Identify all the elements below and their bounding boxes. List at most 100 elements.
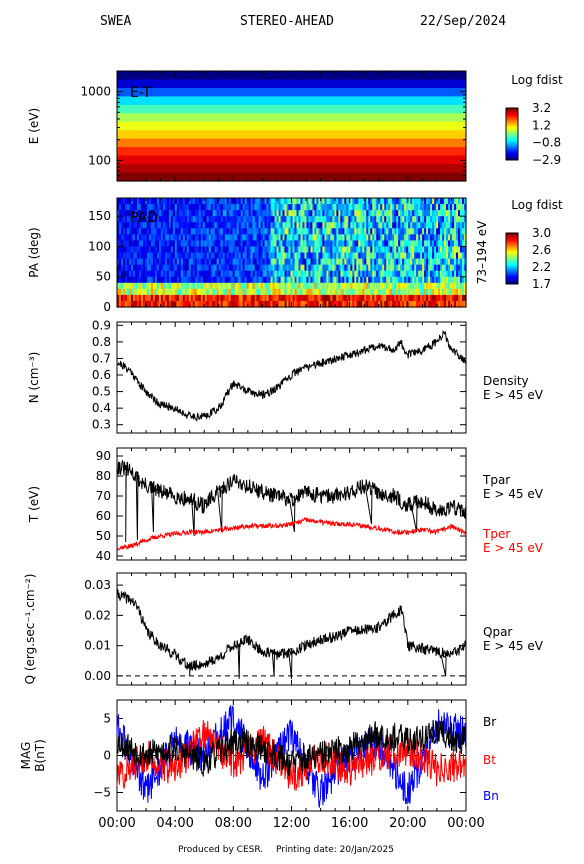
pad-cell	[346, 222, 349, 229]
pad-cell	[378, 294, 381, 302]
pad-cell	[166, 282, 170, 290]
pad-cell	[414, 246, 417, 254]
pad-cell	[336, 246, 339, 254]
pad-cell	[230, 282, 234, 290]
pad-cell	[124, 264, 128, 272]
pad-cell	[458, 246, 461, 254]
pad-cell	[322, 228, 326, 235]
pad-cell	[162, 246, 166, 254]
pad-cell	[394, 210, 397, 217]
pad-cell	[306, 264, 310, 272]
pad-cell	[154, 216, 158, 223]
pad-cell	[312, 252, 316, 260]
pad-cell	[342, 210, 345, 217]
pad-cell	[286, 204, 290, 211]
pad-cell	[124, 204, 128, 211]
pad-cell	[296, 258, 300, 266]
pad-cell	[160, 198, 164, 205]
pad-cell	[288, 204, 292, 211]
pad-cell	[420, 210, 423, 217]
pad-cell	[380, 288, 383, 296]
pad-cell	[206, 252, 210, 260]
pad-cell	[210, 198, 214, 205]
pad-cell	[208, 204, 212, 211]
pad-cell	[346, 240, 349, 248]
pad-cell	[220, 216, 224, 223]
mag-ylabel-1: MAG	[19, 742, 33, 770]
pad-cell	[208, 228, 212, 235]
pad-cell	[426, 228, 429, 235]
pad-cell	[338, 222, 341, 229]
pad-cell	[126, 234, 130, 241]
pad-cell	[308, 264, 312, 272]
pad-cell	[242, 264, 246, 272]
pad-cell	[398, 300, 401, 308]
energy-colorbar-step	[506, 118, 518, 121]
pad-cell	[438, 264, 441, 272]
pad-cell	[214, 294, 218, 302]
pad-cell	[228, 240, 232, 248]
pad-cell	[196, 204, 200, 211]
pad-cell	[316, 282, 320, 290]
pad-cell	[178, 300, 182, 308]
pad-cell	[340, 282, 343, 290]
pad-cell	[432, 252, 435, 260]
pad-cell	[388, 210, 391, 217]
pad-cell	[178, 246, 182, 254]
pad-cell	[372, 264, 375, 272]
pad-cell	[448, 288, 451, 296]
energy-colorbar-step	[506, 140, 518, 143]
pad-cell	[358, 234, 361, 241]
pad-cell	[260, 252, 264, 260]
pad-cell	[248, 252, 252, 260]
pad-cell	[206, 264, 210, 272]
pad-cell	[198, 240, 202, 248]
pad-colorbar-step	[506, 273, 518, 276]
pad-cell	[218, 282, 222, 290]
pad-cell	[206, 294, 210, 302]
pad-cell	[216, 228, 220, 235]
pad-cell	[438, 222, 441, 229]
pad-cell	[440, 276, 443, 284]
pad-cell	[250, 282, 254, 290]
pad-cell	[446, 264, 449, 272]
pad-cell	[304, 240, 308, 248]
pad-cell	[332, 288, 335, 296]
y-tick-label: 80	[96, 469, 111, 483]
pad-cell	[246, 204, 250, 211]
energy-colorbar-step	[506, 139, 518, 141]
pad-cell	[404, 300, 407, 308]
pad-cell	[314, 216, 318, 223]
pad-cell	[296, 234, 300, 241]
pad-cell	[156, 270, 160, 278]
pad-cell	[134, 294, 138, 302]
pad-cell	[420, 264, 423, 272]
pad-cell	[170, 240, 174, 248]
pad-cell	[204, 264, 208, 272]
pad-cell	[258, 258, 262, 266]
pad-cell	[286, 216, 290, 223]
pad-cell	[280, 222, 284, 229]
pad-cell	[208, 258, 212, 266]
pad-cell	[274, 198, 278, 205]
pad-cell	[292, 300, 296, 308]
pad-cell	[412, 198, 415, 205]
pad-cell	[148, 288, 152, 296]
pad-cell	[182, 288, 186, 296]
pad-cell	[324, 198, 327, 205]
pad-cell	[378, 252, 381, 260]
pad-cell	[342, 234, 345, 241]
pad-cell	[240, 258, 244, 266]
pad-cell	[452, 282, 455, 290]
pad-cell	[278, 276, 282, 284]
pad-cell	[442, 198, 445, 205]
pad-cell	[456, 216, 459, 223]
pad-cell	[440, 258, 443, 266]
pad-cell	[440, 282, 443, 290]
pad-cell	[390, 234, 393, 241]
pad-cell	[258, 270, 262, 278]
pad-cell	[292, 246, 296, 254]
pad-cell	[404, 228, 407, 235]
pad-cell	[436, 294, 439, 302]
pad-cell	[294, 276, 298, 284]
